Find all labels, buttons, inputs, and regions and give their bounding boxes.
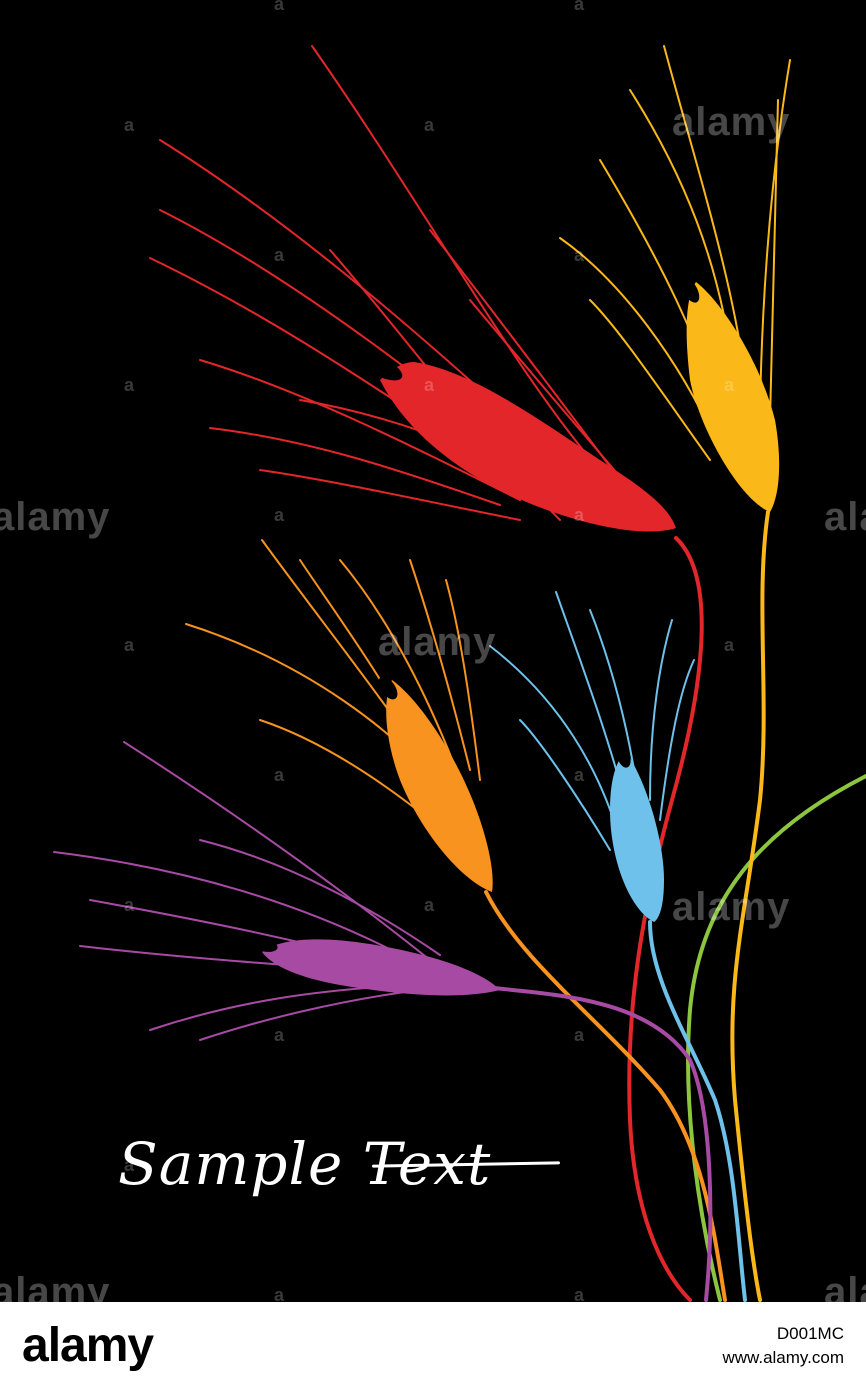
watermark-mark: a bbox=[124, 1155, 135, 1175]
watermark-logo: alamy bbox=[824, 1270, 866, 1302]
watermark-mark: a bbox=[274, 245, 285, 265]
orange-wheat-ear bbox=[185, 539, 493, 892]
watermark-mark: a bbox=[424, 375, 435, 395]
orange-stem bbox=[484, 890, 727, 1302]
watermark-mark: a bbox=[724, 375, 735, 395]
watermark-mark: a bbox=[424, 895, 435, 915]
purple-stem bbox=[492, 986, 713, 1302]
red-wheat-ear bbox=[149, 45, 676, 532]
watermark-logo: alamy bbox=[0, 1270, 111, 1302]
watermark-mark: a bbox=[424, 115, 435, 135]
watermark-mark: a bbox=[724, 635, 735, 655]
watermark-mark: a bbox=[274, 1285, 285, 1302]
yellow-wheat-ear bbox=[559, 45, 791, 512]
watermark-mark: a bbox=[124, 375, 135, 395]
watermark-mark: a bbox=[574, 245, 585, 265]
image-id: D001MC bbox=[776, 1324, 844, 1343]
watermark-logo: alamy bbox=[0, 495, 111, 539]
alamy-logo: alamy bbox=[22, 1319, 154, 1372]
watermark-logo: alamy bbox=[378, 620, 497, 664]
watermark-mark: a bbox=[124, 115, 135, 135]
watermark-mark: a bbox=[274, 505, 285, 525]
watermark-mark: a bbox=[574, 1285, 585, 1302]
watermark-mark: a bbox=[574, 765, 585, 785]
wheat-illustration bbox=[53, 45, 866, 1302]
watermark-mark: a bbox=[124, 635, 135, 655]
purple-wheat-ear bbox=[53, 741, 500, 1041]
watermark-mark: a bbox=[274, 1025, 285, 1045]
blue-stem bbox=[648, 920, 747, 1302]
watermark-mark: a bbox=[274, 0, 285, 14]
red-stem bbox=[627, 536, 704, 1302]
watermark-logo: alamy bbox=[672, 885, 791, 929]
watermark-mark: a bbox=[124, 895, 135, 915]
footer-url: www.alamy.com bbox=[722, 1348, 844, 1367]
watermark-logo: alamy bbox=[672, 100, 791, 144]
watermark-mark: a bbox=[274, 765, 285, 785]
watermark-mark: a bbox=[574, 0, 585, 14]
stock-footer-bar: alamy D001MC www.alamy.com bbox=[0, 1302, 866, 1390]
yellow-stem bbox=[730, 510, 770, 1302]
artwork-canvas: alamy alamy alamy alamy alamy alamy alam… bbox=[0, 0, 866, 1302]
watermark-mark: a bbox=[574, 1025, 585, 1045]
blue-wheat-ear bbox=[489, 591, 695, 922]
watermark-logo: alamy bbox=[824, 495, 866, 539]
green-stem bbox=[686, 774, 866, 1302]
watermark-mark: a bbox=[574, 505, 585, 525]
